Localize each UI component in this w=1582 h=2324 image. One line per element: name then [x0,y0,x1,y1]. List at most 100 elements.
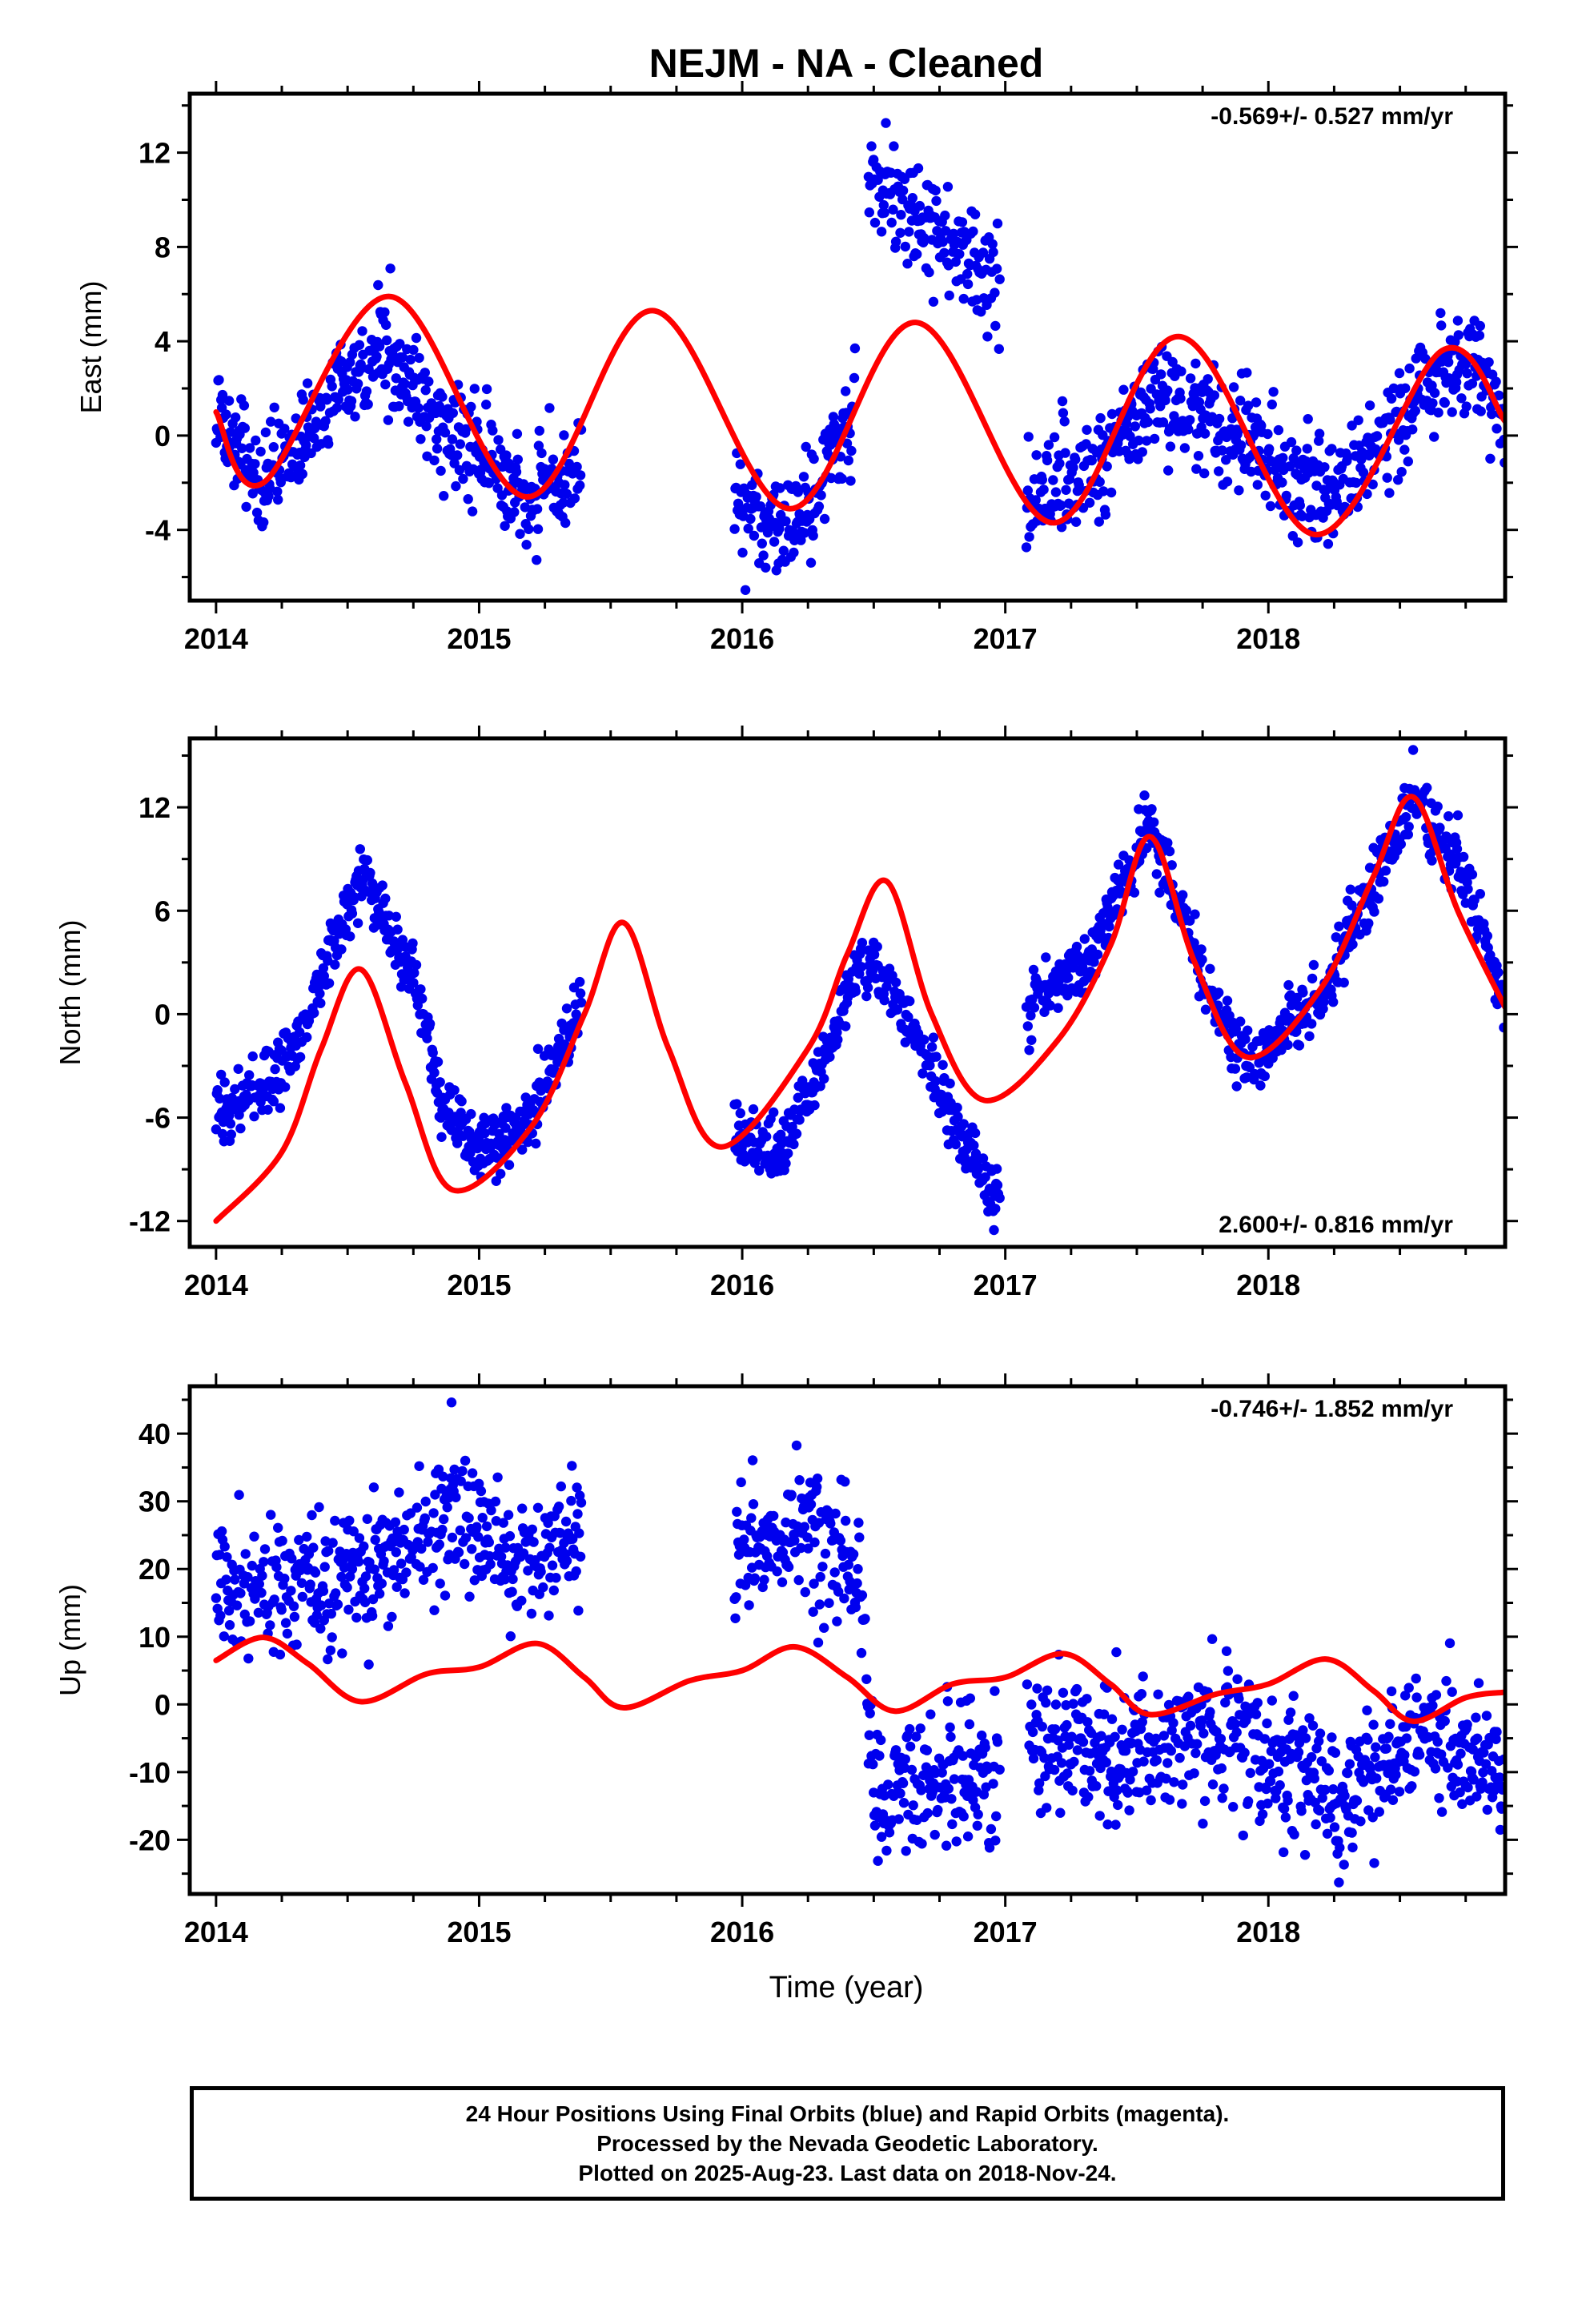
up-data-point [388,1565,400,1575]
up-data-point [1307,1751,1317,1763]
up-data-point [1432,1736,1443,1747]
up-data-point [367,1594,379,1605]
east-data-point [420,368,430,378]
north-data-point [1345,884,1356,895]
east-data-point [460,424,472,434]
east-data-point [421,421,432,432]
north-data-point [861,991,872,1002]
north-y-tick-label: -6 [145,1102,171,1135]
east-data-point [295,460,306,471]
east-data-point [866,141,877,151]
north-data-point [1304,1031,1315,1042]
north-data-point [323,978,335,989]
up-data-point [1280,1812,1291,1823]
up-data-point [1153,1689,1163,1699]
north-data-point [422,1033,432,1043]
up-data-point [1216,1763,1227,1774]
up-data-point [802,1532,813,1543]
east-data-point [560,517,571,529]
up-data-point [813,1637,824,1648]
north-data-point [391,911,401,923]
north-data-point [1452,810,1464,821]
east-data-point [869,155,879,165]
up-data-point [1215,1734,1227,1744]
up-data-point [1034,1785,1044,1795]
north-panel: 2014 2015 2016 2017 2018 -12 -6 0 6 12 North (mm) 2… [54,726,1518,1301]
up-data-point [1457,1799,1468,1809]
east-data-point [1394,368,1405,379]
east-data-point [1367,479,1378,490]
up-data-point [1053,1735,1063,1746]
east-data-point [1082,424,1092,435]
east-data-point [512,454,523,464]
north-data-point [789,1139,799,1150]
east-data-point [1404,363,1415,374]
east-data-point [962,268,973,279]
north-data-point [1243,1025,1253,1035]
up-data-point [323,1654,333,1665]
east-data-point [534,425,544,436]
east-data-point [954,249,965,259]
up-data-point [1039,1753,1050,1763]
up-data-point [430,1490,440,1500]
north-data-point [958,1119,969,1129]
up-fit-curve [213,1634,1505,1724]
east-data-point [532,504,543,514]
up-daily-points [211,1397,1505,1894]
east-data-point [1371,431,1383,441]
north-data-point [501,1103,512,1113]
north-data-point [349,892,359,903]
up-data-point [848,1549,859,1559]
east-data-point [813,501,825,512]
up-data-point [1027,1727,1038,1738]
up-data-point [814,1599,825,1610]
up-data-point [266,1510,276,1520]
east-data-point [559,430,569,440]
up-data-point [1496,1803,1505,1814]
east-data-point [1094,476,1105,487]
east-data-point [345,357,355,368]
north-data-point [491,1176,501,1187]
north-data-point [1045,1000,1055,1011]
up-data-point [362,1514,372,1525]
east-data-point [1353,415,1363,425]
north-data-point [903,1011,913,1023]
north-data-point [1283,979,1294,991]
north-x-tick-label: 2014 [184,1269,248,1301]
up-data-point [223,1606,235,1616]
up-data-point [1415,1750,1425,1760]
east-data-point [775,483,785,493]
north-y-tick-label: 0 [155,998,171,1031]
north-data-point [408,978,419,988]
up-data-point [1192,1739,1203,1749]
north-data-point [978,1153,989,1164]
up-data-point [1122,1787,1134,1798]
east-data-point [1439,397,1450,408]
up-data-point [265,1620,275,1630]
east-data-point [1456,393,1467,404]
north-data-point [794,1115,805,1125]
north-data-point [1259,1071,1271,1082]
up-data-point [873,1856,883,1866]
up-data-point [850,1602,861,1613]
east-data-point [1142,436,1152,446]
up-data-point [354,1533,365,1543]
east-data-point [1185,373,1196,384]
east-data-point [1386,393,1397,404]
up-data-point [555,1528,566,1538]
up-data-point [318,1586,329,1596]
east-data-point [1277,477,1287,488]
up-data-point [484,1537,494,1548]
north-x-tick-label: 2016 [710,1269,774,1301]
east-data-point [1452,316,1464,326]
up-data-point [991,1811,1002,1822]
east-data-point [809,453,819,464]
up-data-point [280,1618,291,1628]
east-data-point [789,547,799,558]
east-data-point [781,516,791,526]
up-data-point [429,1605,440,1615]
up-data-point [1431,1690,1442,1700]
up-x-tick-label: 2015 [447,1916,511,1948]
up-data-point [1111,1647,1122,1658]
up-data-point [1164,1795,1175,1805]
